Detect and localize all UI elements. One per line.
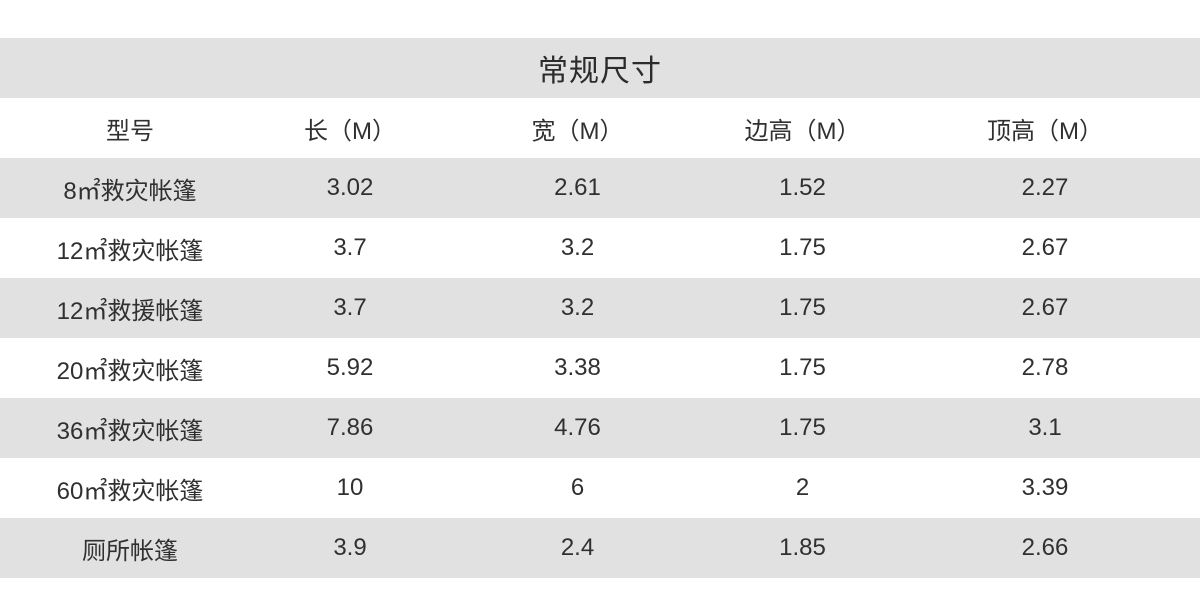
model-cell: 厕所帐篷 <box>82 537 178 565</box>
top-height-cell: 2.67 <box>1021 294 1069 321</box>
width-cell: 2.4 <box>560 534 595 561</box>
width-cell: 3.2 <box>560 294 595 321</box>
model-cell: 12㎡救灾帐篷 <box>56 237 204 265</box>
width-cell: 6 <box>570 474 585 501</box>
model-cell: 20㎡救灾帐篷 <box>56 357 204 385</box>
side-height-cell: 1.75 <box>779 234 826 261</box>
header-width: 宽（M） <box>531 117 624 145</box>
length-cell: 3.7 <box>333 234 367 261</box>
width-cell: 2.61 <box>554 174 601 201</box>
model-cell: 60㎡救灾帐篷 <box>56 477 204 505</box>
header-model: 型号 <box>106 117 154 145</box>
table-row: 8㎡救灾帐篷 3.02 2.61 1.52 2.27 <box>0 158 1200 218</box>
top-spacer <box>0 0 1200 38</box>
length-cell: 5.92 <box>326 354 374 381</box>
length-cell: 10 <box>336 474 364 501</box>
top-height-cell: 2.66 <box>1021 534 1069 561</box>
top-height-cell: 2.27 <box>1021 174 1069 201</box>
width-cell: 3.38 <box>554 354 601 381</box>
table-row: 20㎡救灾帐篷 5.92 3.38 1.75 2.78 <box>0 338 1200 398</box>
side-height-cell: 1.75 <box>779 354 826 381</box>
model-cell: 8㎡救灾帐篷 <box>63 177 197 205</box>
length-cell: 3.9 <box>333 534 367 561</box>
bottom-spacer <box>0 578 1200 597</box>
table-row: 厕所帐篷 3.9 2.4 1.85 2.66 <box>0 518 1200 578</box>
length-cell: 3.02 <box>326 174 374 201</box>
side-height-cell: 1.75 <box>779 294 826 321</box>
page-title: 常规尺寸 <box>538 55 662 88</box>
header-length: 长（M） <box>304 117 396 145</box>
side-height-cell: 1.75 <box>779 414 826 441</box>
table-row: 60㎡救灾帐篷 10 6 2 3.39 <box>0 458 1200 518</box>
top-height-cell: 3.39 <box>1021 474 1069 501</box>
length-cell: 3.7 <box>333 294 367 321</box>
header-side-height: 边高（M） <box>744 117 861 145</box>
top-height-cell: 2.67 <box>1021 234 1069 261</box>
model-cell: 36㎡救灾帐篷 <box>56 417 204 445</box>
side-height-cell: 2 <box>795 474 810 501</box>
table-row: 12㎡救援帐篷 3.7 3.2 1.75 2.67 <box>0 278 1200 338</box>
header-top-height: 顶高（M） <box>987 117 1103 145</box>
side-height-cell: 1.52 <box>779 174 826 201</box>
top-height-cell: 3.1 <box>1028 414 1062 441</box>
table-header-row: 型号 长（M） 宽（M） 边高（M） 顶高（M） <box>0 98 1200 158</box>
title-band: 常规尺寸 <box>0 38 1200 98</box>
width-cell: 4.76 <box>554 414 601 441</box>
width-cell: 3.2 <box>560 234 595 261</box>
top-height-cell: 2.78 <box>1021 354 1069 381</box>
side-height-cell: 1.85 <box>779 534 826 561</box>
table-row: 36㎡救灾帐篷 7.86 4.76 1.75 3.1 <box>0 398 1200 458</box>
spec-table: 型号 长（M） 宽（M） 边高（M） 顶高（M） 8㎡救灾帐篷 3.02 2.6… <box>0 98 1200 578</box>
model-cell: 12㎡救援帐篷 <box>56 297 204 325</box>
length-cell: 7.86 <box>326 414 374 441</box>
table-row: 12㎡救灾帐篷 3.7 3.2 1.75 2.67 <box>0 218 1200 278</box>
